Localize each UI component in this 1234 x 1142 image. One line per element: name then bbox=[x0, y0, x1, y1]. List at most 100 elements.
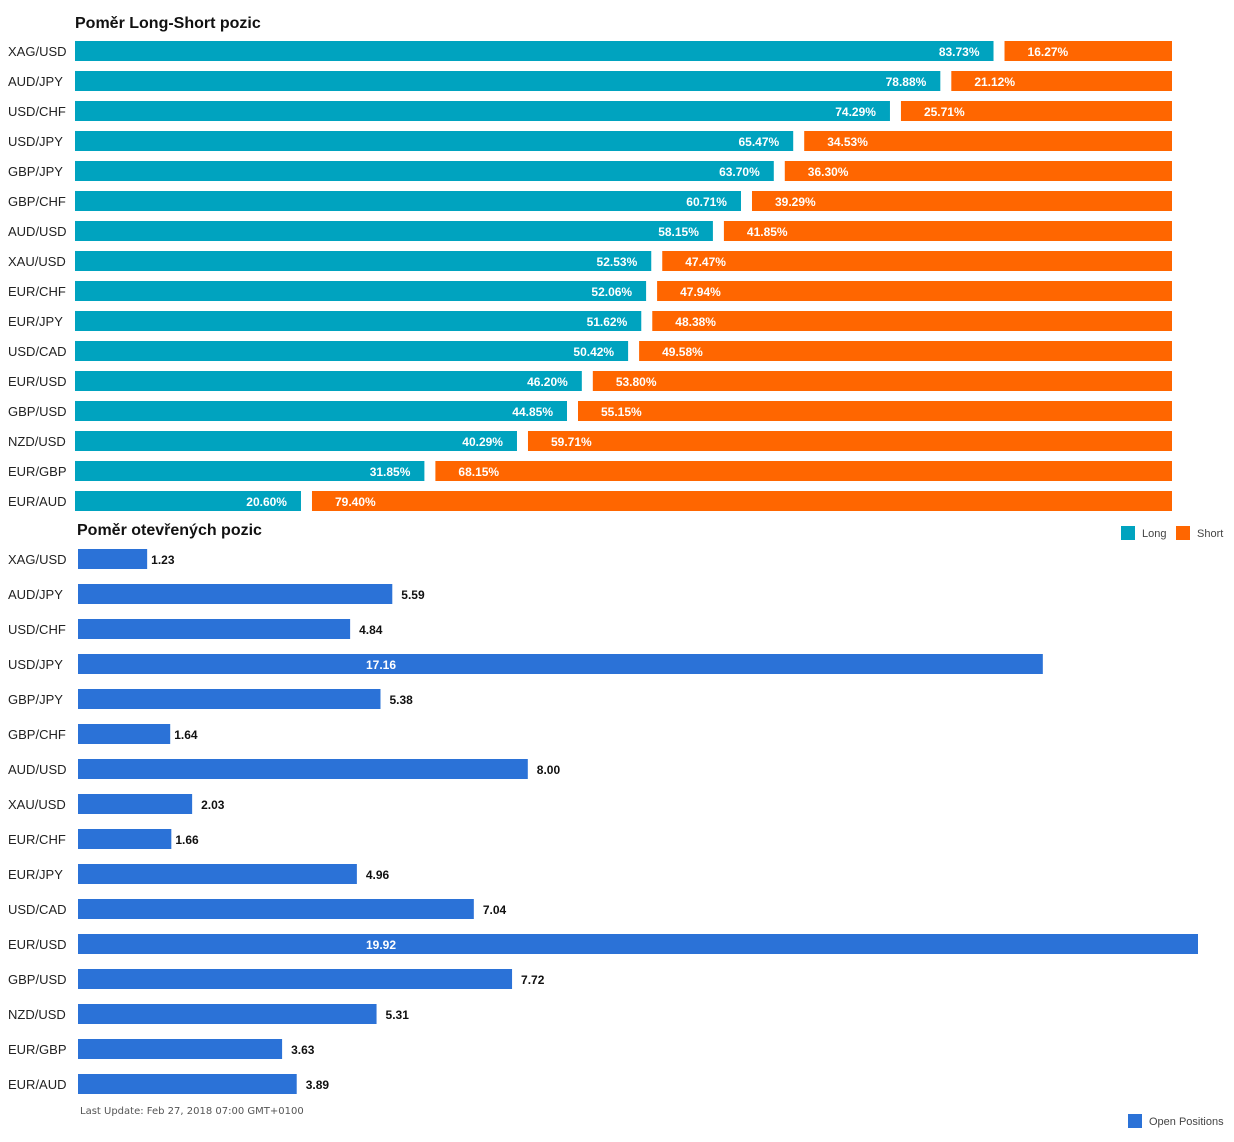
chart1-category-label: GBP/CHF bbox=[8, 194, 66, 209]
chart2-category-label: EUR/AUD bbox=[8, 1077, 67, 1092]
chart2-category-label: USD/CAD bbox=[8, 902, 67, 917]
open-positions-value-label: 5.38 bbox=[389, 693, 413, 707]
chart2-category-label: EUR/GBP bbox=[8, 1042, 67, 1057]
open-positions-bar bbox=[78, 969, 513, 989]
open-positions-bar bbox=[78, 584, 393, 604]
short-value-label: 59.71% bbox=[551, 435, 592, 449]
short-bar bbox=[900, 101, 1172, 121]
legend-open-positions-swatch bbox=[1128, 1114, 1142, 1128]
short-bar bbox=[1004, 41, 1172, 61]
short-value-label: 47.47% bbox=[685, 255, 726, 269]
chart2-category-label: EUR/JPY bbox=[8, 867, 63, 882]
long-value-label: 31.85% bbox=[370, 465, 411, 479]
short-bar bbox=[311, 491, 1172, 511]
chart2-title: Poměr otevřených pozic bbox=[77, 522, 262, 539]
long-bar bbox=[75, 341, 629, 361]
chart1-category-label: USD/CHF bbox=[8, 104, 66, 119]
last-update-text: Last Update: Feb 27, 2018 07:00 GMT+0100 bbox=[80, 1106, 304, 1117]
short-value-label: 49.58% bbox=[662, 345, 703, 359]
short-bar bbox=[639, 341, 1172, 361]
chart1-category-label: EUR/GBP bbox=[8, 464, 67, 479]
long-value-label: 52.53% bbox=[597, 255, 638, 269]
short-bar bbox=[435, 461, 1172, 481]
open-positions-bar bbox=[78, 864, 357, 884]
short-value-label: 68.15% bbox=[458, 465, 499, 479]
long-value-label: 44.85% bbox=[512, 405, 553, 419]
open-positions-value-label: 3.89 bbox=[306, 1078, 330, 1092]
open-positions-value-label: 5.59 bbox=[401, 588, 425, 602]
long-value-label: 58.15% bbox=[658, 225, 699, 239]
legend-short-swatch bbox=[1176, 526, 1190, 540]
chart1-category-label: EUR/CHF bbox=[8, 284, 66, 299]
long-bar bbox=[75, 431, 517, 451]
long-bar bbox=[75, 251, 652, 271]
short-bar bbox=[527, 431, 1172, 451]
long-value-label: 40.29% bbox=[462, 435, 503, 449]
open-positions-bar bbox=[78, 934, 1198, 954]
open-positions-value-label: 1.23 bbox=[151, 553, 175, 567]
open-positions-bar bbox=[78, 654, 1043, 674]
short-value-label: 34.53% bbox=[827, 135, 868, 149]
chart2-category-label: AUD/JPY bbox=[8, 587, 63, 602]
open-positions-bar bbox=[78, 619, 351, 639]
open-positions-value-label: 19.92 bbox=[366, 938, 396, 952]
legend-long-label: Long bbox=[1142, 528, 1166, 540]
open-positions-value-label: 7.04 bbox=[483, 903, 507, 917]
open-positions-value-label: 2.03 bbox=[201, 798, 225, 812]
long-bar bbox=[75, 131, 794, 151]
open-positions-bar bbox=[78, 1039, 283, 1059]
chart1-category-label: GBP/JPY bbox=[8, 164, 63, 179]
short-bar bbox=[657, 281, 1172, 301]
open-positions-bar bbox=[78, 689, 381, 709]
chart2-category-label: EUR/USD bbox=[8, 937, 67, 952]
long-value-label: 60.71% bbox=[686, 195, 727, 209]
open-positions-value-label: 4.96 bbox=[366, 868, 390, 882]
long-value-label: 63.70% bbox=[719, 165, 760, 179]
chart2-category-label: NZD/USD bbox=[8, 1007, 66, 1022]
open-positions-value-label: 1.64 bbox=[174, 728, 198, 742]
short-value-label: 25.71% bbox=[924, 105, 965, 119]
open-positions-bar bbox=[78, 724, 171, 744]
short-bar bbox=[723, 221, 1172, 241]
open-positions-bar bbox=[78, 794, 193, 814]
chart2-category-label: GBP/JPY bbox=[8, 692, 63, 707]
open-positions-value-label: 3.63 bbox=[291, 1043, 315, 1057]
short-bar bbox=[652, 311, 1172, 331]
long-bar bbox=[75, 101, 890, 121]
short-value-label: 16.27% bbox=[1028, 45, 1069, 59]
chart1-category-label: AUD/USD bbox=[8, 224, 67, 239]
legend-short-label: Short bbox=[1197, 528, 1223, 540]
short-bar bbox=[592, 371, 1172, 391]
chart2-category-label: XAU/USD bbox=[8, 797, 66, 812]
chart2-category-label: GBP/CHF bbox=[8, 727, 66, 742]
short-value-label: 47.94% bbox=[680, 285, 721, 299]
long-bar bbox=[75, 281, 647, 301]
long-value-label: 65.47% bbox=[739, 135, 780, 149]
chart2-category-label: AUD/USD bbox=[8, 762, 67, 777]
chart2-category-label: USD/JPY bbox=[8, 657, 63, 672]
short-bar bbox=[951, 71, 1172, 91]
open-positions-value-label: 7.72 bbox=[521, 973, 545, 987]
chart1-category-label: USD/JPY bbox=[8, 134, 63, 149]
long-bar bbox=[75, 191, 741, 211]
long-value-label: 52.06% bbox=[591, 285, 632, 299]
chart1-title: Poměr Long-Short pozic bbox=[75, 15, 261, 32]
short-bar bbox=[578, 401, 1172, 421]
long-bar bbox=[75, 491, 301, 511]
chart1-category-label: GBP/USD bbox=[8, 404, 67, 419]
long-bar bbox=[75, 461, 425, 481]
long-bar bbox=[75, 71, 941, 91]
short-value-label: 21.12% bbox=[974, 75, 1015, 89]
open-positions-value-label: 4.84 bbox=[359, 623, 383, 637]
chart1-category-label: EUR/JPY bbox=[8, 314, 63, 329]
open-positions-bar bbox=[78, 899, 474, 919]
short-value-label: 41.85% bbox=[747, 225, 788, 239]
short-bar bbox=[784, 161, 1172, 181]
long-bar bbox=[75, 401, 568, 421]
chart1-category-label: XAU/USD bbox=[8, 254, 66, 269]
long-value-label: 46.20% bbox=[527, 375, 568, 389]
chart2-category-label: EUR/CHF bbox=[8, 832, 66, 847]
chart1-category-label: NZD/USD bbox=[8, 434, 66, 449]
long-bar bbox=[75, 41, 994, 61]
